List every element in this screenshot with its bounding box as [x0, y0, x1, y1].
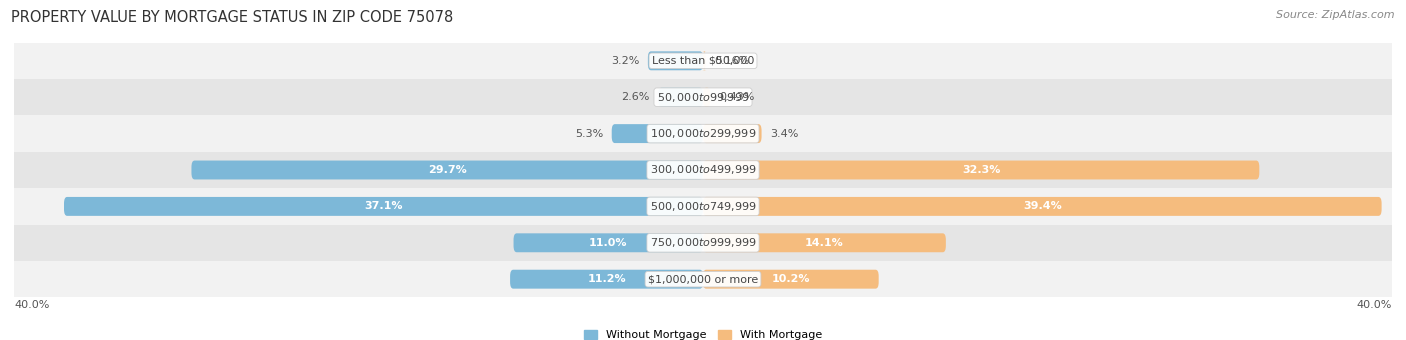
Text: 5.3%: 5.3% [575, 129, 603, 139]
FancyBboxPatch shape [513, 233, 703, 252]
FancyBboxPatch shape [510, 270, 703, 289]
Text: $1,000,000 or more: $1,000,000 or more [648, 274, 758, 284]
Bar [14, 79, 1392, 115]
Text: 14.1%: 14.1% [806, 238, 844, 248]
Text: 0.43%: 0.43% [718, 92, 755, 102]
Bar [14, 225, 1392, 261]
Text: $500,000 to $749,999: $500,000 to $749,999 [650, 200, 756, 213]
Bar [14, 115, 1392, 152]
FancyBboxPatch shape [703, 124, 762, 143]
Text: $50,000 to $99,999: $50,000 to $99,999 [657, 91, 749, 104]
FancyBboxPatch shape [703, 88, 710, 107]
Bar [14, 152, 1392, 188]
FancyBboxPatch shape [703, 270, 879, 289]
Text: $300,000 to $499,999: $300,000 to $499,999 [650, 164, 756, 176]
Text: 10.2%: 10.2% [772, 274, 810, 284]
Text: PROPERTY VALUE BY MORTGAGE STATUS IN ZIP CODE 75078: PROPERTY VALUE BY MORTGAGE STATUS IN ZIP… [11, 10, 454, 25]
FancyBboxPatch shape [191, 160, 703, 180]
FancyBboxPatch shape [703, 51, 706, 70]
Text: $100,000 to $299,999: $100,000 to $299,999 [650, 127, 756, 140]
FancyBboxPatch shape [658, 88, 703, 107]
Text: 3.4%: 3.4% [770, 129, 799, 139]
Legend: Without Mortgage, With Mortgage: Without Mortgage, With Mortgage [583, 330, 823, 340]
Text: 40.0%: 40.0% [1357, 300, 1392, 310]
Text: 2.6%: 2.6% [621, 92, 650, 102]
FancyBboxPatch shape [65, 197, 703, 216]
Text: Less than $50,000: Less than $50,000 [652, 56, 754, 66]
Bar [14, 261, 1392, 298]
Text: Source: ZipAtlas.com: Source: ZipAtlas.com [1277, 10, 1395, 20]
Text: 37.1%: 37.1% [364, 201, 402, 211]
FancyBboxPatch shape [648, 51, 703, 70]
Text: 32.3%: 32.3% [962, 165, 1000, 175]
FancyBboxPatch shape [703, 160, 1260, 180]
Bar [14, 42, 1392, 79]
Text: 40.0%: 40.0% [14, 300, 49, 310]
FancyBboxPatch shape [703, 197, 1382, 216]
Text: 0.16%: 0.16% [714, 56, 749, 66]
Text: 3.2%: 3.2% [610, 56, 640, 66]
FancyBboxPatch shape [612, 124, 703, 143]
FancyBboxPatch shape [703, 233, 946, 252]
Text: 11.2%: 11.2% [588, 274, 626, 284]
Text: 29.7%: 29.7% [427, 165, 467, 175]
Text: 11.0%: 11.0% [589, 238, 627, 248]
Bar [14, 188, 1392, 225]
Text: 39.4%: 39.4% [1024, 201, 1062, 211]
Text: $750,000 to $999,999: $750,000 to $999,999 [650, 236, 756, 249]
